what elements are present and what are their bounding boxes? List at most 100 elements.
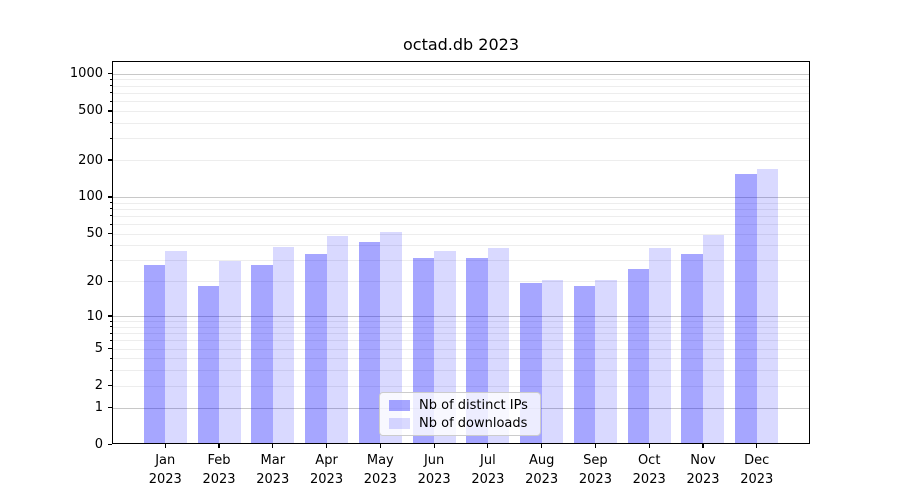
gridline-minor-60 [113, 224, 809, 226]
x-tick-dec-2023 [756, 444, 758, 448]
gridline-minor-5 [113, 348, 809, 350]
x-tick-apr-2023 [325, 444, 328, 448]
y-tick-100 [108, 196, 112, 198]
y-minortick-3 [109, 369, 112, 371]
x-tick-mar-2023 [272, 444, 274, 448]
gridline-minor-900 [113, 79, 809, 81]
y-minortick-8 [109, 326, 112, 328]
gridline-minor-7 [113, 333, 809, 335]
gridline-minor-4 [113, 358, 809, 360]
legend-swatch-distinct-ips [389, 399, 410, 411]
y-minortick-40 [109, 244, 112, 246]
x-tick-feb-2023 [218, 444, 220, 448]
y-tick-label-0: 0 [94, 437, 103, 453]
gridline-minor-200 [113, 160, 809, 161]
x-tick-year: 2023 [310, 472, 344, 487]
y-minortick-2 [109, 385, 112, 387]
bar-downloads-nov-2023 [702, 234, 725, 443]
y-minortick-70 [109, 215, 112, 217]
bar-downloads-oct-2023 [649, 248, 671, 443]
y-tick-label-100: 100 [78, 189, 103, 205]
bar-downloads-apr-2023 [326, 235, 349, 443]
x-tick-month: Jun [423, 453, 445, 468]
gridline-minor-2 [113, 385, 809, 387]
x-tick-label-aug-2023: Aug 2023 [514, 451, 570, 489]
y-tick-label-200: 200 [78, 152, 103, 168]
x-tick-label-oct-2023: Oct 2023 [621, 451, 677, 489]
gridline-minor-20 [113, 281, 809, 283]
bar-downloads-jan-2023 [165, 251, 187, 443]
y-minortick-800 [109, 85, 112, 87]
bar-downloads-aug-2023 [541, 280, 564, 443]
legend-label-downloads: Nb of downloads [419, 415, 528, 431]
x-tick-month: Apr [315, 453, 338, 468]
gridline-minor-3 [113, 370, 809, 372]
x-tick-month: Mar [260, 453, 286, 468]
y-minortick-9 [109, 320, 112, 322]
gridline-minor-9 [113, 321, 809, 323]
y-tick-label-2: 2 [94, 378, 103, 394]
gridline-minor-50 [113, 233, 809, 235]
bar-distinct-ips-jan-2023 [143, 264, 166, 443]
gridline-major-10 [113, 316, 809, 318]
x-tick-jul-2023 [487, 444, 489, 448]
y-tick-label-20: 20 [86, 273, 103, 289]
gridline-minor-300 [113, 138, 809, 140]
x-tick-month: Nov [690, 453, 716, 468]
bar-downloads-sep-2023 [595, 280, 617, 443]
bar-distinct-ips-may-2023 [358, 241, 381, 443]
gridline-minor-70 [113, 215, 809, 217]
bar-distinct-ips-apr-2023 [305, 254, 327, 443]
gridline-minor-800 [113, 85, 809, 87]
x-tick-year: 2023 [417, 472, 451, 487]
x-tick-label-nov-2023: Nov 2023 [675, 451, 731, 489]
x-tick-year: 2023 [471, 472, 505, 487]
x-tick-year: 2023 [578, 472, 612, 487]
y-minortick-600 [109, 100, 112, 102]
y-tick-10 [108, 315, 112, 317]
x-tick-label-jul-2023: Jul 2023 [460, 451, 516, 489]
bar-downloads-mar-2023 [272, 247, 295, 443]
x-tick-label-apr-2023: Apr 2023 [299, 451, 355, 489]
y-tick-label-10: 10 [86, 308, 103, 324]
y-minortick-30 [109, 259, 112, 261]
x-tick-year: 2023 [632, 472, 666, 487]
gridline-minor-700 [113, 92, 809, 94]
x-tick-month: May [366, 453, 394, 468]
x-tick-year: 2023 [256, 472, 290, 487]
y-minortick-6 [109, 339, 112, 341]
y-minortick-200 [109, 159, 112, 161]
y-minortick-5 [109, 348, 112, 350]
gridline-minor-600 [113, 101, 809, 103]
y-minortick-700 [109, 92, 112, 94]
legend-label-distinct-ips: Nb of distinct IPs [419, 397, 528, 413]
bar-distinct-ips-feb-2023 [197, 285, 219, 443]
y-minortick-50 [109, 233, 112, 235]
y-minortick-80 [109, 208, 112, 210]
x-tick-oct-2023 [648, 444, 650, 448]
legend-swatch-downloads [389, 417, 410, 429]
y-minortick-60 [109, 223, 112, 225]
bar-distinct-ips-oct-2023 [627, 268, 650, 443]
gridline-major-100 [113, 196, 809, 198]
bar-downloads-dec-2023 [756, 169, 779, 443]
y-minortick-400 [109, 122, 112, 124]
gridline-minor-90 [113, 202, 809, 204]
gridline-minor-400 [113, 122, 809, 124]
y-minortick-500 [109, 110, 112, 112]
x-tick-aug-2023 [541, 444, 543, 448]
legend-item-downloads: Nb of downloads [389, 416, 531, 431]
x-tick-sep-2023 [594, 444, 597, 448]
legend: Nb of distinct IPs Nb of downloads [379, 392, 541, 436]
legend-item-distinct-ips: Nb of distinct IPs [389, 398, 531, 413]
gridline-minor-80 [113, 208, 809, 210]
gridline-minor-40 [113, 245, 809, 247]
x-tick-year: 2023 [363, 472, 397, 487]
bar-distinct-ips-nov-2023 [681, 254, 703, 443]
x-tick-label-jan-2023: Jan 2023 [137, 451, 193, 489]
x-tick-year: 2023 [525, 472, 559, 487]
gridline-major-1000 [113, 73, 809, 75]
x-tick-label-sep-2023: Sep 2023 [567, 451, 623, 489]
y-tick-1 [108, 406, 112, 409]
